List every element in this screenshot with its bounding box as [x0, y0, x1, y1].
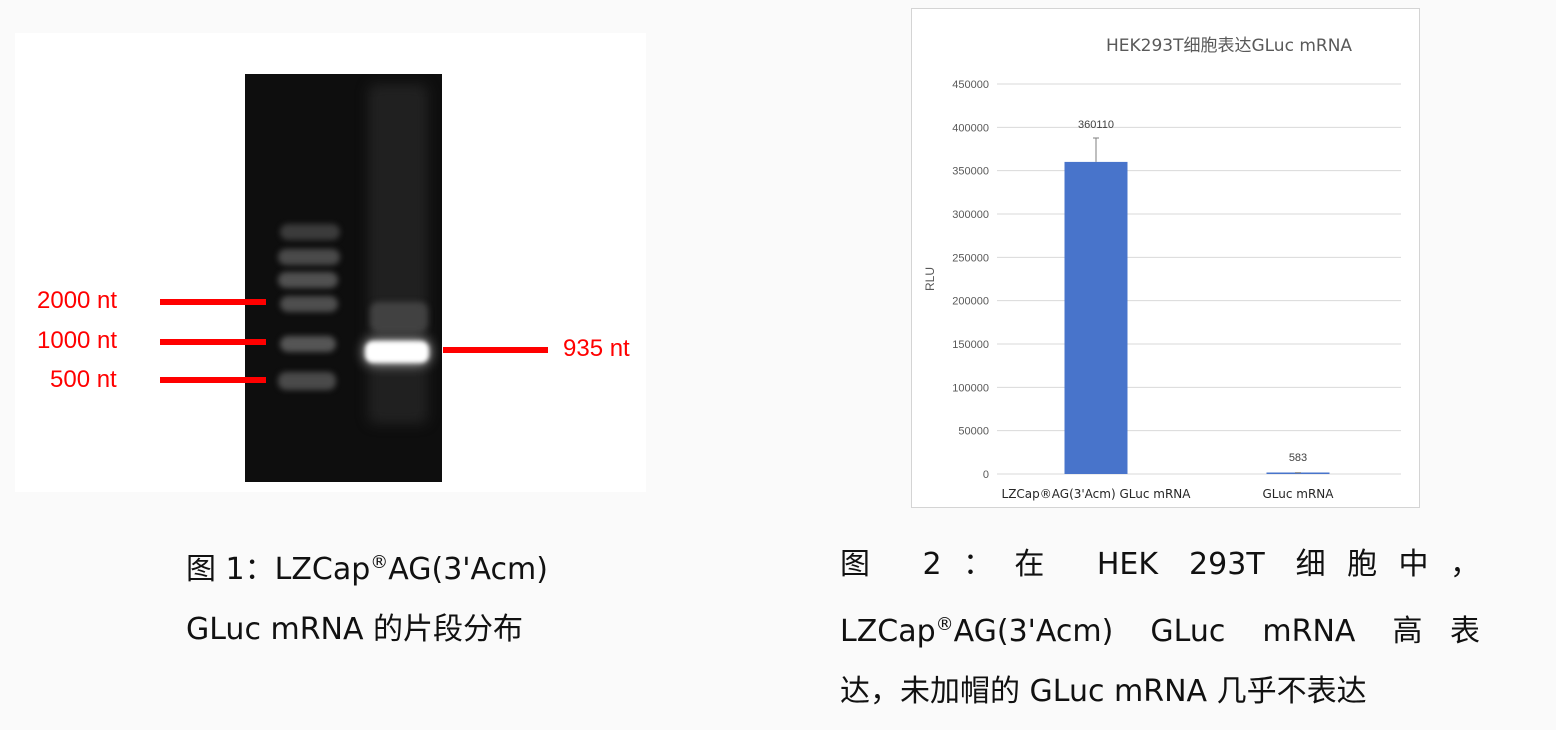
x-tick-label: LZCap®AG(3'Acm) GLuc mRNA — [1002, 487, 1192, 501]
gel-image — [245, 74, 442, 482]
marker-line-500 — [160, 377, 266, 383]
marker-label: 2000 nt — [37, 287, 118, 314]
data-label: 360110 — [1078, 119, 1114, 131]
y-tick-label: 150000 — [952, 339, 989, 351]
y-tick-label: 250000 — [952, 252, 989, 264]
caption-text: 图 2：在 HEK 293T 细胞中， — [840, 547, 1480, 582]
caption-text: LZCap — [840, 614, 936, 649]
y-tick-label: 350000 — [952, 166, 989, 178]
y-tick-label: 200000 — [952, 296, 989, 308]
x-tick-label: GLuc mRNA — [1262, 487, 1334, 501]
figure2-caption: 图 2：在 HEK 293T 细胞中， LZCap®AG(3'Acm) GLuc… — [840, 535, 1480, 722]
bar — [1064, 161, 1128, 474]
y-tick-label: 300000 — [952, 209, 989, 221]
caption-text: 达，未加帽的 GLuc mRNA 几乎不表达 — [840, 674, 1367, 709]
caption-text: AG(3'Acm) GLuc mRNA 高表 — [953, 614, 1480, 649]
y-axis-label: RLU — [923, 267, 937, 291]
product-line — [443, 347, 548, 353]
y-tick-label: 450000 — [952, 79, 989, 91]
y-tick-label: 0 — [983, 469, 989, 481]
y-tick-label: 400000 — [952, 122, 989, 134]
gel-figure: 2000 nt 1000 nt 500 nt 935 nt — [15, 33, 646, 492]
caption-line: LZCap®AG(3'Acm) GLuc mRNA 高表 — [840, 595, 1480, 662]
chart-svg: HEK293T细胞表达GLuc mRNA 0 50000 100000 150000 20… — [923, 36, 1401, 501]
caption-text: 图 1：LZCap — [186, 552, 371, 587]
registered-mark: ® — [935, 614, 954, 635]
marker-line-1000 — [160, 339, 266, 345]
marker-label: 500 nt — [50, 366, 117, 393]
chart-title: HEK293T细胞表达GLuc mRNA — [1106, 36, 1352, 56]
caption-text: AG(3'Acm) — [388, 552, 548, 587]
data-label: 583 — [1289, 452, 1307, 464]
figure1-caption: 图 1：LZCap®AG(3'Acm) GLuc mRNA 的片段分布 — [186, 533, 548, 660]
y-tick-label: 100000 — [952, 382, 989, 394]
bar — [1266, 472, 1330, 474]
product-label: 935 nt — [563, 335, 630, 362]
registered-mark: ® — [370, 552, 389, 573]
marker-label: 1000 nt — [37, 327, 118, 354]
marker-line-2000 — [160, 299, 266, 305]
bar-chart: HEK293T细胞表达GLuc mRNA 0 50000 100000 150000 20… — [911, 8, 1420, 508]
caption-text: GLuc mRNA 的片段分布 — [186, 612, 524, 647]
y-tick-label: 50000 — [958, 426, 989, 438]
